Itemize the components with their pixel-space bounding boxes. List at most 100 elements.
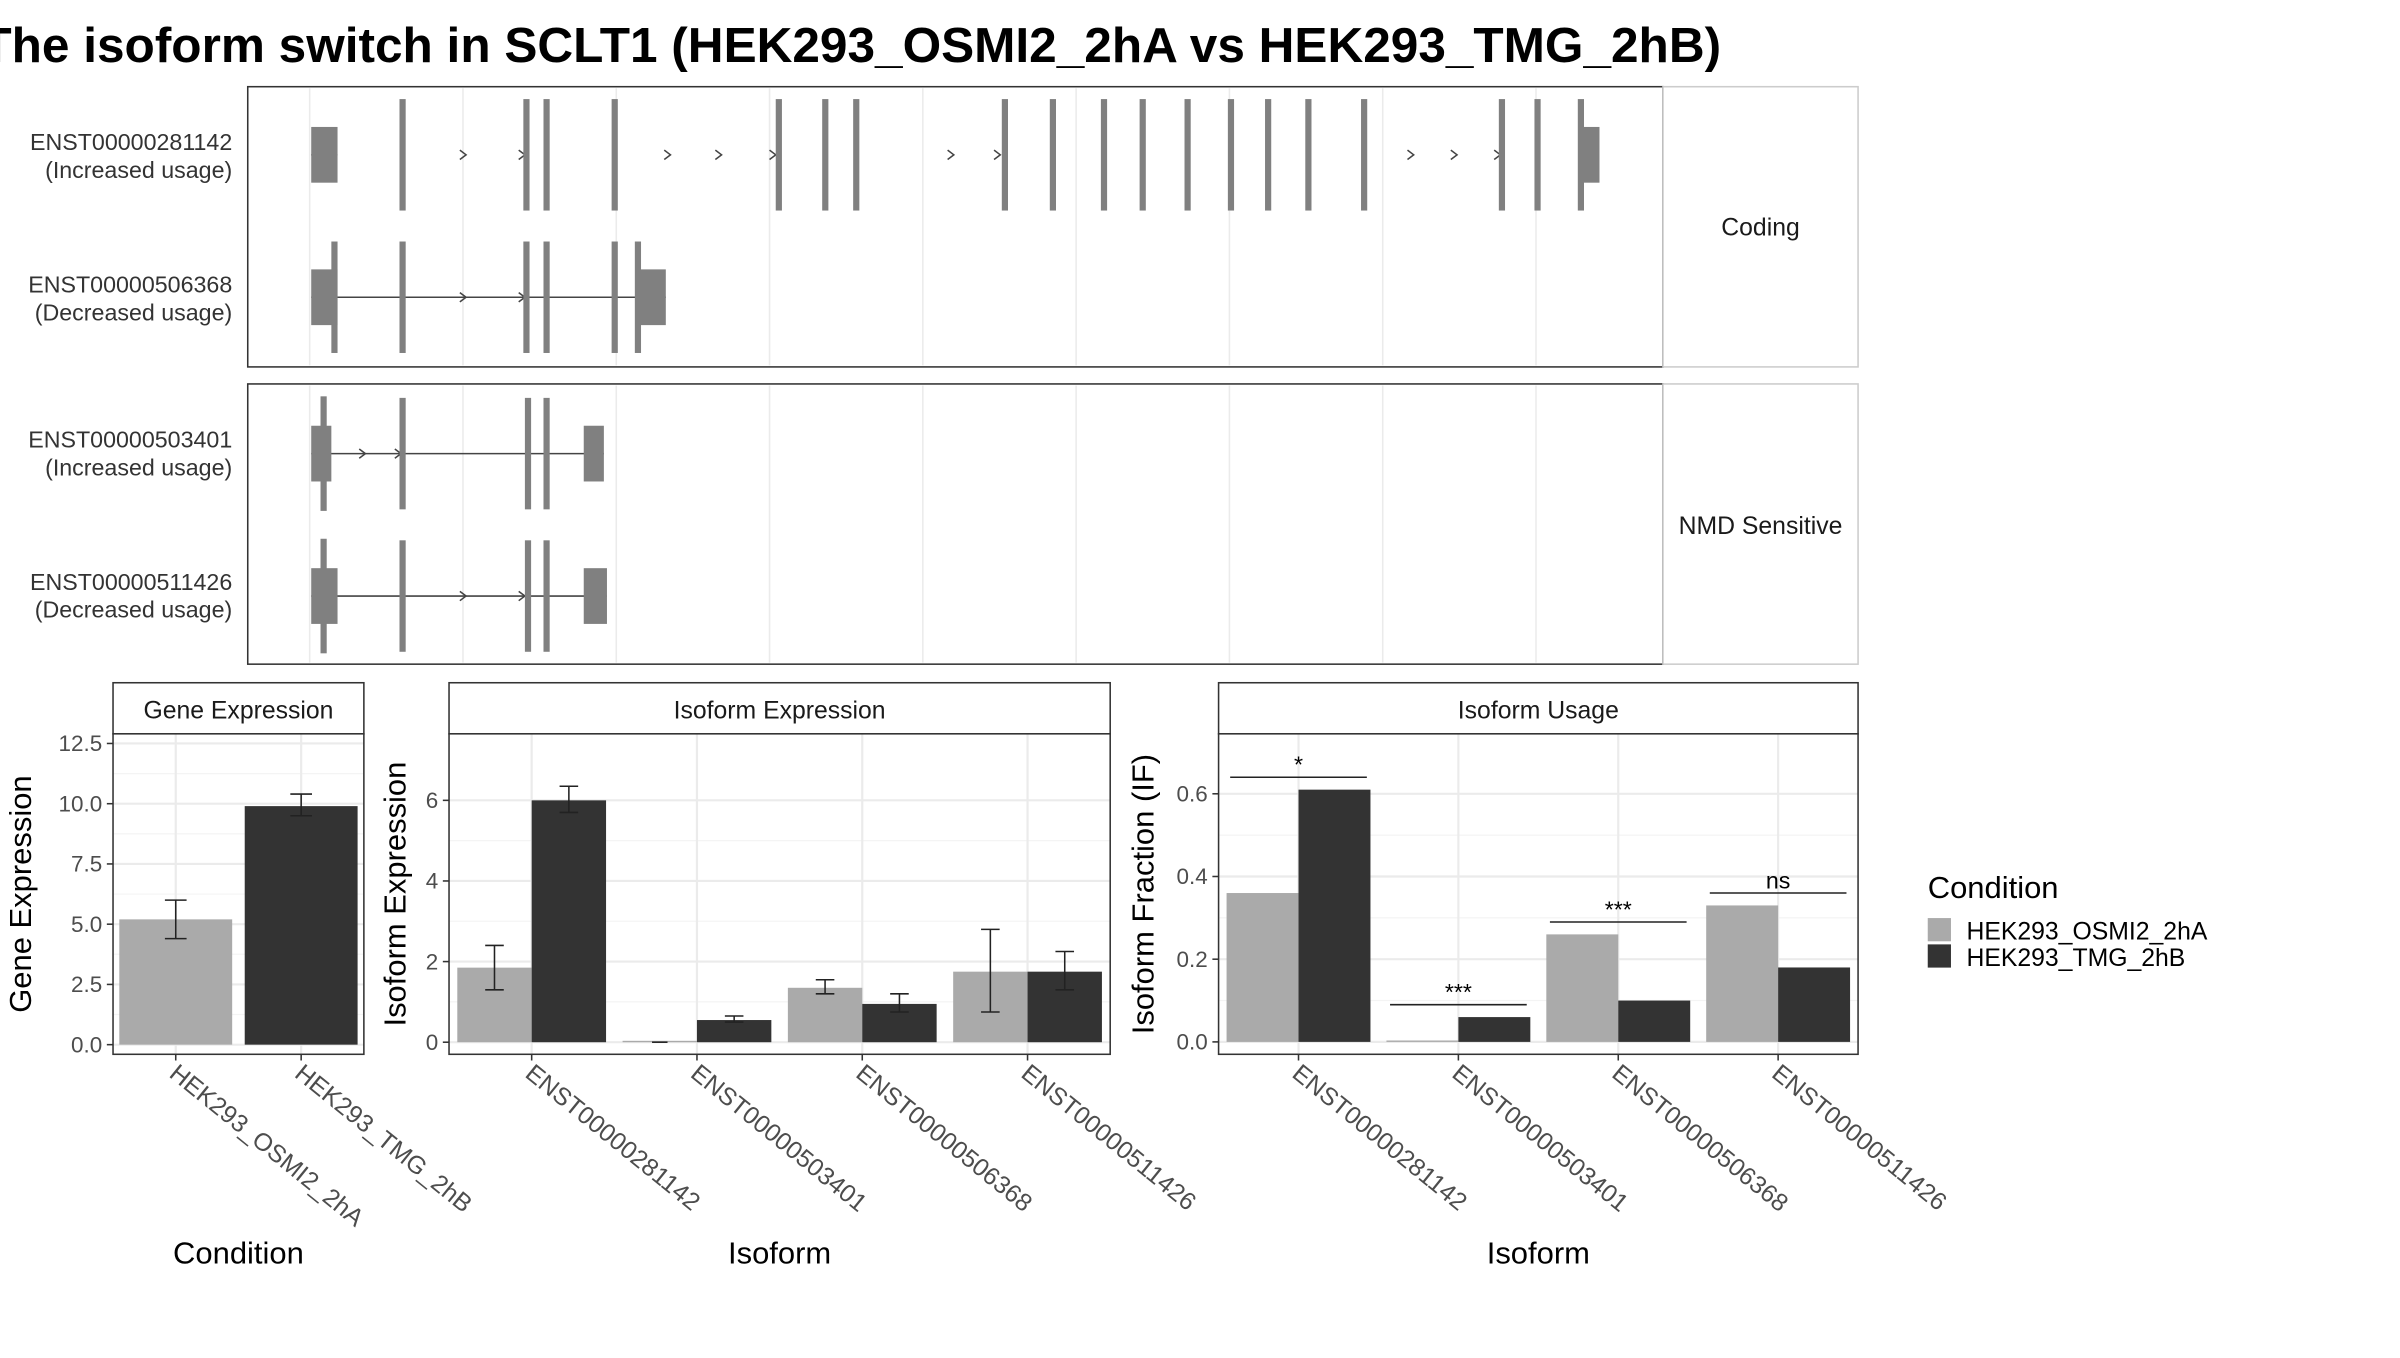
transcript-structure — [311, 241, 666, 353]
coding-exon — [331, 241, 338, 353]
strand-arrow — [947, 149, 956, 161]
figure-title: The isoform switch in SCLT1 (HEK293_OSMI… — [0, 18, 1721, 73]
y-tick-label: 12.5 — [59, 731, 103, 756]
strand-arrow — [459, 590, 468, 602]
transcript-id-label: ENST00000511426 — [30, 569, 232, 595]
utr-exon — [1580, 126, 1600, 183]
plot-border — [448, 733, 1111, 1056]
coding-exon — [1100, 99, 1108, 211]
y-tick-label: 2.5 — [71, 972, 102, 997]
transcript-usage-label: (Increased usage) — [45, 454, 232, 480]
facet-strip — [1662, 383, 1859, 665]
isoform-expression-panel: Isoform Expression0246ENST00000281142ENS… — [378, 681, 1201, 1270]
bar — [1298, 789, 1371, 1042]
coding-exon — [320, 396, 327, 511]
x-tick-label: ENST00000503401 — [685, 1060, 871, 1218]
y-axis-title: Gene Expression — [3, 775, 38, 1012]
y-tick-label: 6 — [426, 788, 438, 813]
significance-label: ns — [1766, 867, 1791, 893]
facet-strip — [1662, 85, 1859, 368]
coding-exon — [543, 99, 550, 211]
plot-border — [112, 733, 365, 1056]
bar — [1458, 1017, 1531, 1042]
x-axis-title: Isoform — [728, 1235, 831, 1270]
significance-label: *** — [1605, 896, 1632, 922]
plot-border — [1217, 733, 1859, 1056]
strand-arrow — [358, 448, 367, 459]
strand-arrow — [1407, 149, 1415, 161]
strand-arrow — [993, 149, 1002, 161]
y-tick-label: 10.0 — [59, 791, 103, 816]
facet-label-coding: Coding — [1721, 214, 1799, 241]
bar — [1546, 934, 1619, 1042]
x-tick-label: ENST00000511426 — [1016, 1060, 1201, 1217]
y-tick-label: 5.0 — [71, 912, 102, 937]
coding-exon — [543, 397, 550, 510]
coding-exon — [524, 397, 532, 510]
x-tick-label: ENST00000506368 — [1607, 1060, 1793, 1218]
strand-arrow — [714, 149, 723, 161]
y-tick-label: 0.2 — [1177, 947, 1208, 972]
y-tick-label: 0.0 — [1177, 1030, 1208, 1055]
panel-border — [246, 383, 1664, 665]
legend-swatch-osmi2 — [1927, 918, 1951, 942]
transcript-usage-label: (Decreased usage) — [35, 597, 232, 623]
coding-exon — [1227, 99, 1235, 211]
utr-exon — [637, 269, 666, 326]
coding-exon — [1139, 99, 1146, 211]
transcript-id-label: ENST00000506368 — [28, 272, 232, 298]
coding-exon — [1001, 99, 1008, 211]
y-tick-label: 4 — [426, 869, 438, 894]
coding-exon — [524, 540, 532, 652]
y-axis-title: Isoform Expression — [378, 762, 413, 1027]
transcript-structure — [311, 538, 607, 654]
bar — [1778, 967, 1851, 1042]
panel-strip-label: Gene Expression — [143, 697, 333, 724]
coding-exon — [399, 99, 406, 211]
coding-exon — [523, 241, 530, 353]
coding-exon — [611, 241, 618, 353]
coding-exon — [1534, 99, 1541, 211]
y-tick-label: 0.6 — [1177, 782, 1208, 807]
x-axis-title: Condition — [173, 1235, 304, 1270]
coding-exon — [853, 99, 860, 211]
coding-exon — [1184, 99, 1191, 211]
bar — [1226, 893, 1299, 1042]
transcript-grid — [308, 385, 1537, 663]
legend: Condition HEK293_OSMI2_2hA HEK293_TMG_2h… — [1927, 870, 2208, 972]
bar — [531, 800, 607, 1043]
utr-exon — [583, 425, 604, 482]
x-tick-label: ENST00000503401 — [1447, 1060, 1633, 1218]
y-tick-label: 0.4 — [1177, 864, 1208, 889]
legend-swatch-tmg — [1927, 944, 1951, 968]
transcript-usage-label: (Decreased usage) — [35, 299, 232, 325]
coding-exon — [543, 241, 550, 353]
strand-arrow — [663, 149, 672, 161]
coding-exon — [611, 99, 618, 211]
bar — [787, 987, 863, 1043]
coding-exon — [523, 99, 530, 211]
transcript-structure — [311, 396, 604, 511]
transcript-structure — [311, 99, 1600, 211]
panel-strip-label: Isoform Expression — [674, 697, 886, 724]
transcript-panel-nmd: NMD Sensitive ENST00000503401 (Increased… — [28, 383, 1859, 665]
panel-border — [246, 85, 1664, 368]
y-tick-label: 0 — [426, 1030, 438, 1055]
x-tick-label: ENST00000281142 — [1287, 1060, 1472, 1217]
y-axis-title: Isoform Fraction (IF) — [1126, 754, 1161, 1034]
x-axis-title: Isoform — [1487, 1235, 1590, 1270]
coding-exon — [1361, 99, 1368, 211]
coding-exon — [1498, 99, 1506, 211]
coding-exon — [399, 397, 406, 510]
coding-exon — [1577, 99, 1584, 211]
legend-label: HEK293_TMG_2hB — [1966, 945, 2185, 972]
isoform-usage-panel: Isoform Usage*******ns0.00.20.40.6ENST00… — [1126, 681, 1951, 1270]
utr-exon — [583, 568, 607, 624]
significance-label: *** — [1445, 979, 1472, 1005]
bar — [119, 919, 233, 1045]
legend-title: Condition — [1928, 870, 2059, 905]
coding-exon — [634, 241, 642, 353]
x-tick-label: ENST00000506368 — [851, 1060, 1037, 1218]
y-tick-label: 2 — [426, 949, 438, 974]
